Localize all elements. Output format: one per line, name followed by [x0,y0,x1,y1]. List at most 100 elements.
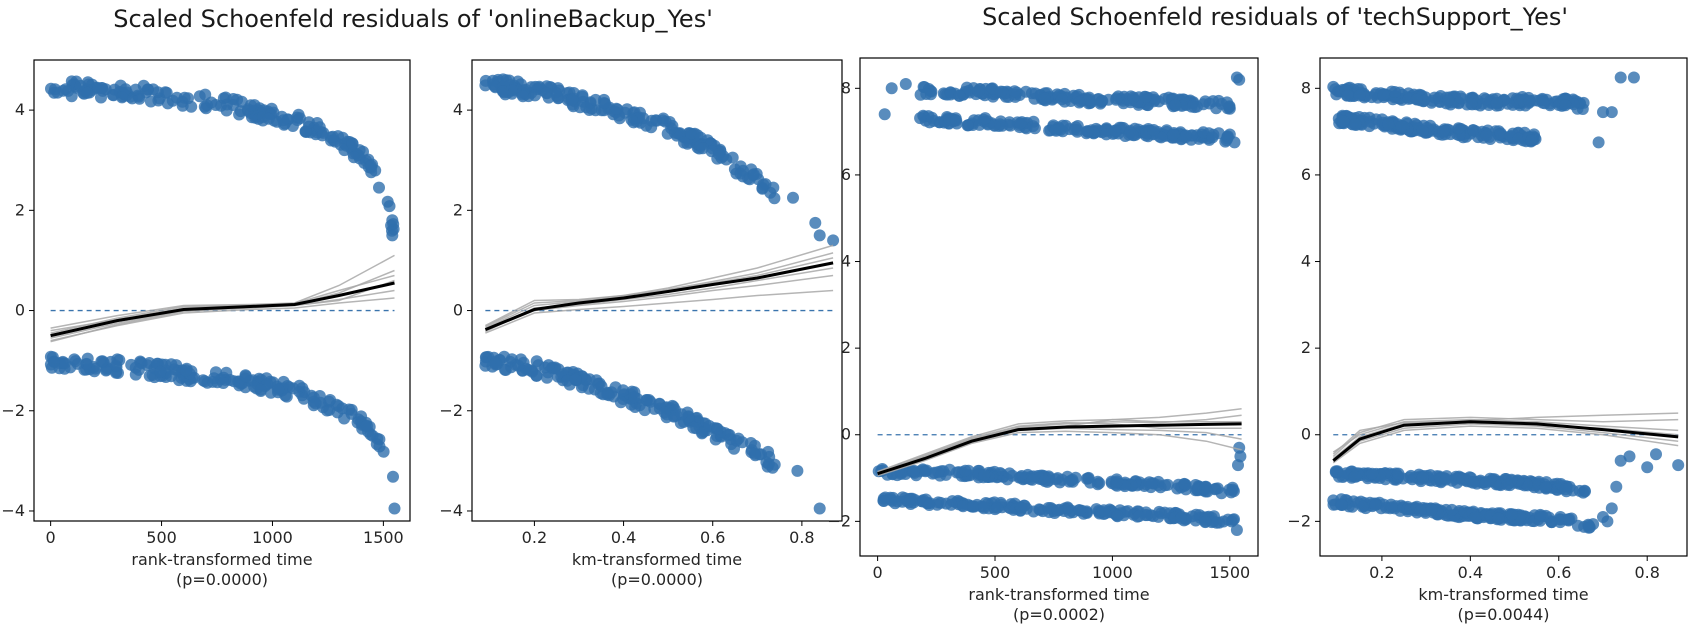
residual-point [610,102,623,115]
residual-point [1349,118,1362,131]
residual-point [1494,127,1507,140]
residual-point [1377,88,1390,101]
residual-point [967,500,979,513]
x-tick-label: 1500 [363,528,404,547]
residual-point [1126,128,1139,141]
residual-point [1492,512,1505,525]
axes-frame [859,57,1259,557]
residual-point [1336,471,1349,483]
residual-point [383,200,396,213]
residual-point [262,112,275,125]
residual-point [217,377,230,389]
residual-point [1226,483,1239,496]
residual-point [1004,119,1017,132]
residual-point [1038,475,1051,487]
residual-point [324,394,337,406]
y-tick-label: −2 [1,401,25,420]
residual-point [614,396,627,409]
residual-point [1641,461,1654,474]
residual-point [287,382,300,395]
residual-point [1442,94,1455,107]
residual-point [178,91,191,104]
residual-point [96,355,109,368]
residual-point [1467,476,1480,489]
residual-point [1233,73,1246,86]
residual-point [361,419,373,432]
x-tick-label: 0.6 [1546,563,1571,582]
residual-point [80,358,93,371]
x-tick-label: 0 [46,528,56,547]
residual-point [1467,124,1480,137]
residual-point [62,84,75,97]
x-tick-label: 0.8 [1634,563,1659,582]
y-tick-label: −4 [1,501,25,520]
residual-point [1385,501,1398,514]
axes-frame [1319,57,1688,557]
residual-point [297,392,310,405]
residual-point [1501,478,1514,491]
residual-point [1178,477,1191,490]
bootstrap-lowess-line [485,252,834,329]
residual-point [945,498,958,511]
residual-point [923,499,936,511]
residual-point [684,127,697,140]
bootstrap-lowess-line [485,257,834,328]
residual-point [1479,478,1492,491]
residual-point [355,410,368,423]
residual-point [193,90,206,103]
residual-point [1217,515,1230,528]
residual-point [198,375,211,388]
residual-point [499,364,512,376]
residual-point [1382,117,1395,130]
residual-point [173,374,185,387]
residual-point [1223,101,1236,114]
residual-point [347,151,360,164]
residual-point [1337,115,1350,128]
residual-point [762,458,775,470]
y-tick-label: 0 [15,301,25,320]
title-online-backup: Scaled Schoenfeld residuals of 'onlineBa… [113,5,713,33]
residual-point [1505,508,1518,521]
residual-point [878,108,891,121]
residual-point [1545,515,1558,528]
residual-point [1425,504,1438,516]
residual-point [712,148,725,161]
residual-point [373,181,385,194]
residual-point [133,92,146,105]
residual-point [1469,511,1482,524]
residual-point [953,89,966,102]
residual-point [1110,93,1123,106]
residual-point [1523,95,1536,108]
residual-point [1042,502,1055,514]
residual-point [787,191,799,204]
residual-point [129,368,142,381]
residual-point [791,464,804,477]
residual-point [496,85,509,98]
residual-point [541,87,554,100]
residual-point [1597,106,1609,119]
residual-point [1065,474,1078,487]
residual-point [550,90,563,102]
residual-point [1174,512,1187,525]
residual-point [1579,485,1591,498]
residual-point [1186,510,1199,523]
residual-point [1410,93,1423,106]
p-value-label: (p=0.0044) [1457,605,1549,624]
y-tick-label: −2 [439,401,463,420]
residual-point [1051,504,1064,517]
residual-point [1201,485,1214,498]
residual-point [81,86,94,99]
x-axis-label: km-transformed time [1418,585,1588,604]
residual-point [388,502,401,515]
residual-point [972,85,985,98]
residual-point [1111,510,1124,523]
residual-point [978,469,991,482]
x-tick-label: 0 [873,563,883,582]
residual-point [957,500,970,513]
residual-point [1388,86,1401,98]
y-tick-label: 0 [453,301,463,320]
x-tick-label: 0.2 [522,528,547,547]
residual-point [1623,450,1636,463]
y-tick-label: 8 [841,78,851,97]
residual-point [487,78,500,91]
